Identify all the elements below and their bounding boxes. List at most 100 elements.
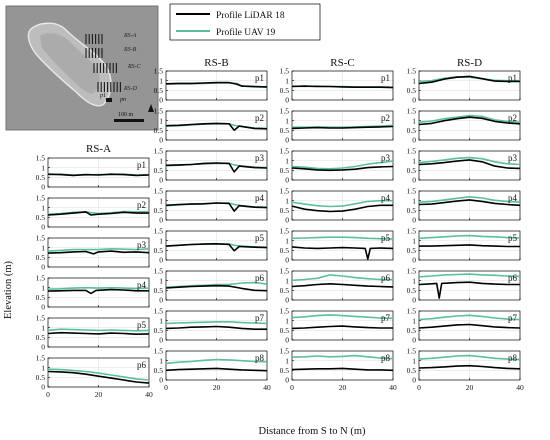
y-tick-label: 0.5 bbox=[154, 126, 164, 135]
map-marker-p1 bbox=[106, 98, 112, 102]
scale-bar-label: 100 m bbox=[118, 112, 134, 118]
y-tick-label: 1.5 bbox=[407, 267, 417, 276]
profile-label: p4 bbox=[508, 193, 518, 203]
profile-panel: 00.511.5 p4 bbox=[36, 274, 150, 312]
series-lidar bbox=[291, 282, 394, 288]
y-tick-label: 1 bbox=[41, 283, 45, 292]
series-lidar bbox=[47, 211, 149, 216]
y-tick-label: 1 bbox=[41, 363, 45, 372]
y-tick-label: 0.5 bbox=[154, 86, 164, 95]
y-tick-label: 1 bbox=[412, 196, 416, 205]
profile-label: p3 bbox=[508, 153, 518, 163]
profile-panel: 00.511.5 p6 bbox=[407, 267, 521, 305]
y-tick-label: 1 bbox=[285, 276, 289, 285]
y-tick-label: 1 bbox=[285, 196, 289, 205]
y-tick-label: 1.5 bbox=[36, 194, 46, 203]
y-axis-title: Elevation (m) bbox=[3, 260, 14, 319]
y-tick-label: 0.5 bbox=[36, 173, 46, 182]
map-label-p1: p1 bbox=[99, 93, 106, 99]
y-tick-label: 0.5 bbox=[280, 286, 290, 295]
site-title: RS-A bbox=[86, 143, 111, 155]
site-map: RS-A RS-B RS-C RS-D p1 pn 100 m bbox=[5, 5, 159, 131]
y-tick-label: 0 bbox=[412, 336, 416, 345]
profile-panel: 00.511.5 p4 bbox=[407, 187, 521, 225]
profile-label: p7 bbox=[255, 313, 265, 323]
y-tick-label: 1.5 bbox=[36, 234, 46, 243]
profile-label: p8 bbox=[508, 353, 518, 363]
profile-panel: 00.511.5 p1 bbox=[407, 67, 521, 105]
y-tick-label: 1 bbox=[285, 116, 289, 125]
y-tick-label: 0 bbox=[412, 96, 416, 105]
profile-label: p1 bbox=[508, 73, 517, 83]
profile-label: p6 bbox=[137, 360, 147, 370]
profile-label: p7 bbox=[508, 313, 518, 323]
series-lidar bbox=[418, 159, 521, 170]
profile-panel: 00.511.5 0 20 40 p8 bbox=[280, 347, 397, 392]
y-tick-label: 0 bbox=[159, 136, 163, 145]
y-tick-label: 1 bbox=[159, 356, 163, 365]
panel-grid: RS-A00.511.5p100.511.5p200.511.5p300.511… bbox=[36, 57, 524, 399]
profile-label: p3 bbox=[381, 153, 391, 163]
profile-label: p4 bbox=[137, 280, 147, 290]
x-tick-label: 20 bbox=[339, 383, 347, 392]
legend-box bbox=[169, 3, 321, 41]
y-tick-label: 0.5 bbox=[154, 206, 164, 215]
profile-label: p6 bbox=[381, 273, 391, 283]
series-lidar bbox=[165, 202, 268, 212]
x-tick-label: 20 bbox=[466, 383, 474, 392]
series-lidar bbox=[291, 246, 394, 260]
series-lidar bbox=[419, 244, 520, 248]
y-tick-label: 1 bbox=[41, 163, 45, 172]
x-tick-label: 40 bbox=[145, 390, 153, 399]
series-lidar bbox=[47, 331, 150, 336]
profile-panel: 00.511.5 p4 bbox=[280, 187, 394, 225]
y-tick-label: 1 bbox=[412, 316, 416, 325]
site-group-rs-d: RS-D00.511.5p100.511.5p200.511.5p300.511… bbox=[407, 57, 524, 392]
y-tick-label: 1 bbox=[285, 236, 289, 245]
y-tick-label: 1.5 bbox=[154, 187, 164, 196]
y-tick-label: 1.5 bbox=[280, 147, 290, 156]
y-tick-label: 0.5 bbox=[36, 293, 46, 302]
profile-panel: 00.511.5 p1 bbox=[280, 67, 394, 105]
y-tick-label: 0 bbox=[285, 176, 289, 185]
y-tick-label: 0.5 bbox=[36, 213, 46, 222]
profile-panel: 00.511.5 p5 bbox=[154, 227, 268, 265]
profile-label: p3 bbox=[255, 153, 265, 163]
y-tick-label: 1 bbox=[41, 243, 45, 252]
y-tick-label: 0.5 bbox=[36, 373, 46, 382]
profile-label: p6 bbox=[508, 273, 518, 283]
y-tick-label: 1 bbox=[159, 196, 163, 205]
y-tick-label: 0 bbox=[41, 183, 45, 192]
x-tick-label: 20 bbox=[95, 390, 103, 399]
y-tick-label: 0 bbox=[285, 296, 289, 305]
transect-lines bbox=[85, 34, 121, 92]
y-tick-label: 1 bbox=[412, 116, 416, 125]
y-tick-label: 0.5 bbox=[280, 366, 290, 375]
profile-panel: 00.511.5 p3 bbox=[280, 147, 394, 185]
scale-bar bbox=[114, 119, 144, 122]
y-tick-label: 1.5 bbox=[407, 107, 417, 116]
series-uav bbox=[47, 248, 150, 252]
y-tick-label: 0.5 bbox=[407, 206, 417, 215]
profile-panel: 00.511.5 p1 bbox=[154, 67, 268, 105]
island-interior bbox=[40, 33, 100, 94]
x-tick-label: 0 bbox=[164, 383, 168, 392]
profile-panel: 00.511.5 p5 bbox=[407, 227, 521, 265]
series-lidar bbox=[165, 325, 267, 331]
map-label-rs-d: RS-D bbox=[123, 86, 138, 92]
series-lidar bbox=[47, 288, 149, 295]
series-uav bbox=[165, 320, 268, 325]
profile-panel: 00.511.5 p7 bbox=[154, 307, 268, 345]
y-tick-label: 0 bbox=[412, 256, 416, 265]
y-tick-label: 0 bbox=[41, 383, 45, 392]
series-lidar bbox=[165, 122, 268, 132]
profile-label: p2 bbox=[381, 113, 390, 123]
x-tick-label: 0 bbox=[290, 383, 294, 392]
site-title: RS-B bbox=[204, 57, 228, 69]
profile-panel: 00.511.5 p2 bbox=[36, 194, 150, 232]
north-arrow-icon bbox=[148, 104, 154, 112]
y-tick-label: 1 bbox=[159, 236, 163, 245]
y-tick-label: 1 bbox=[412, 236, 416, 245]
y-tick-label: 1.5 bbox=[407, 147, 417, 156]
profile-label: p1 bbox=[137, 160, 146, 170]
